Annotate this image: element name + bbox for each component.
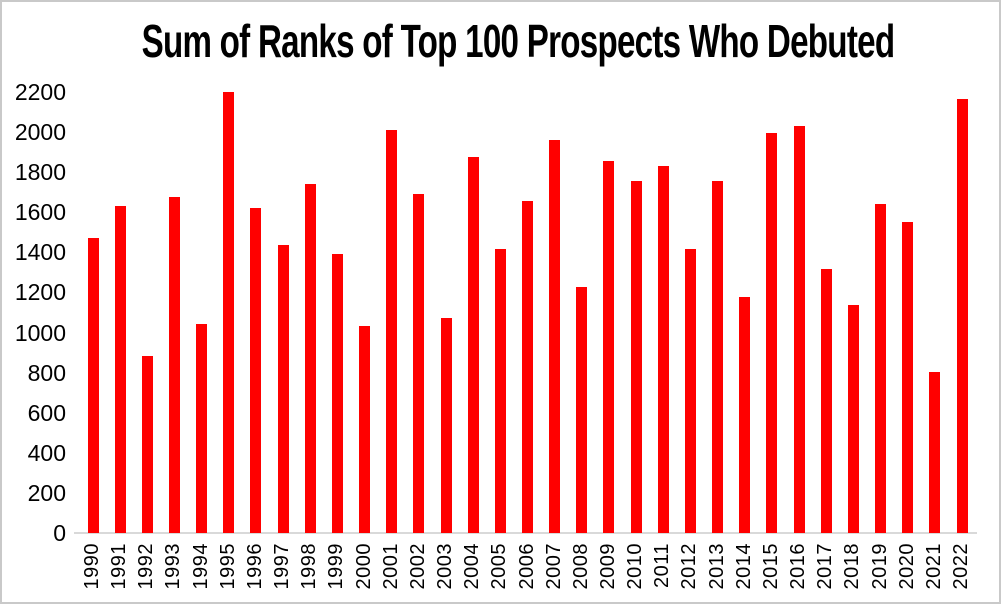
bar-1993 — [168, 197, 180, 533]
bar-1998 — [304, 184, 316, 533]
x-tick-label-1992: 1992 — [135, 543, 158, 590]
x-tick-label-1999: 1999 — [325, 543, 348, 590]
bar-2012 — [684, 249, 696, 533]
x-tick-label-2005: 2005 — [488, 543, 511, 590]
x-tick-label-2000: 2000 — [352, 543, 375, 590]
x-tick-label-2003: 2003 — [434, 543, 457, 590]
x-tick-label-2019: 2019 — [868, 543, 891, 590]
y-tick-label-2200: 2200 — [14, 79, 66, 105]
x-tick-label-2009: 2009 — [596, 543, 619, 590]
x-tick-label-2018: 2018 — [841, 543, 864, 590]
bar-2022 — [956, 99, 968, 533]
x-tick-label-1994: 1994 — [189, 543, 212, 590]
x-tick-label-1993: 1993 — [162, 543, 185, 590]
x-tick-label-2001: 2001 — [379, 543, 402, 590]
bar-2020 — [902, 222, 914, 533]
y-tick-label-1200: 1200 — [14, 279, 66, 306]
x-tick-label-2004: 2004 — [461, 543, 484, 590]
x-tick-label-1991: 1991 — [108, 543, 131, 590]
bar-2001 — [386, 130, 398, 533]
bar-2008 — [576, 287, 588, 533]
x-tick-label-2006: 2006 — [515, 543, 538, 590]
x-axis-line — [74, 532, 977, 534]
bar-1997 — [277, 245, 289, 533]
bar-2014 — [739, 297, 751, 533]
x-tick-label-2008: 2008 — [569, 543, 592, 590]
x-tick-label-1998: 1998 — [298, 543, 321, 590]
y-tick-label-600: 600 — [27, 399, 66, 426]
x-tick-label-2015: 2015 — [759, 543, 782, 590]
x-tick-label-2011: 2011 — [651, 543, 674, 589]
bar-1994 — [196, 323, 208, 533]
x-tick-label-1996: 1996 — [243, 543, 266, 590]
y-tick-label-200: 200 — [27, 479, 66, 506]
y-tick-label-400: 400 — [27, 439, 66, 466]
bar-1995 — [223, 92, 235, 533]
x-tick-label-2014: 2014 — [732, 543, 755, 590]
y-tick-label-1400: 1400 — [14, 239, 66, 266]
bar-2013 — [712, 181, 724, 533]
x-tick-label-2002: 2002 — [406, 543, 429, 590]
bar-2005 — [494, 249, 506, 533]
x-tick-label-2020: 2020 — [895, 543, 918, 590]
y-tick-label-0: 0 — [53, 520, 66, 546]
bar-2010 — [630, 181, 642, 533]
bar-2018 — [847, 305, 859, 533]
bar-2006 — [522, 201, 533, 533]
x-tick-label-2007: 2007 — [542, 543, 565, 590]
y-tick-label-1800: 1800 — [14, 159, 66, 186]
bar-1992 — [141, 355, 153, 533]
bar-2015 — [766, 133, 778, 533]
bar-1999 — [331, 254, 343, 533]
bar-1996 — [250, 208, 262, 533]
bar-2004 — [467, 157, 479, 533]
bar-2007 — [549, 140, 561, 533]
bar-2009 — [603, 161, 615, 533]
bar-1991 — [114, 206, 126, 533]
bar-2003 — [440, 317, 452, 533]
x-tick-label-2013: 2013 — [705, 543, 728, 590]
y-tick-label-1600: 1600 — [14, 199, 66, 226]
y-tick-label-800: 800 — [27, 359, 66, 386]
bar-2021 — [929, 371, 941, 533]
y-tick-label-2000: 2000 — [14, 119, 66, 146]
y-tick-label-1000: 1000 — [14, 319, 66, 346]
x-tick-label-2016: 2016 — [787, 543, 810, 590]
x-tick-label-2012: 2012 — [678, 543, 701, 590]
x-tick-label-1995: 1995 — [216, 543, 239, 590]
bar-2017 — [820, 269, 832, 533]
x-tick-label-1990: 1990 — [81, 543, 103, 590]
bar-2011 — [657, 166, 669, 533]
bar-2000 — [359, 325, 371, 533]
x-tick-label-2010: 2010 — [624, 543, 647, 590]
x-tick-label-1997: 1997 — [271, 543, 294, 590]
bar-2019 — [875, 204, 887, 533]
bar-2016 — [793, 126, 805, 533]
bar-1990 — [87, 238, 99, 533]
x-tick-label-2017: 2017 — [814, 543, 837, 590]
bar-2002 — [413, 194, 425, 533]
x-tick-label-2021: 2021 — [922, 543, 945, 590]
chart-title: Sum of Ranks of Top 100 Prospects Who De… — [141, 15, 895, 67]
x-tick-label-2022: 2022 — [950, 543, 972, 590]
